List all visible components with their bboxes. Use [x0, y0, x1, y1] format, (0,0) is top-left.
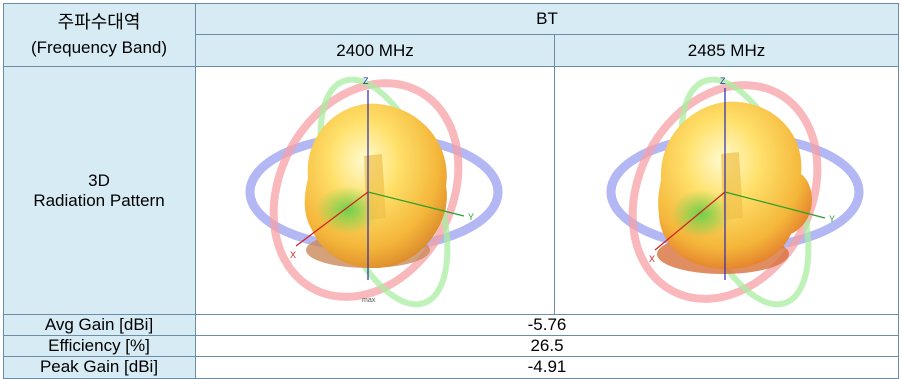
- metric-value-peak-gain: -4.91: [196, 357, 899, 379]
- metric-label-peak-gain: Peak Gain [dBi]: [3, 357, 196, 379]
- freq-header-2485: 2485 MHz: [555, 35, 899, 67]
- band-label-en: (Frequency Band): [30, 37, 168, 57]
- pattern-label-cell: 3D Radiation Pattern: [3, 67, 196, 315]
- group-header-cell: BT: [196, 3, 899, 35]
- freq-label-2485: 2485 MHz: [687, 40, 766, 60]
- pattern-cell-2400: Z Y X max: [196, 67, 555, 315]
- band-label-ko: 주파수대역: [57, 11, 141, 32]
- axis-z-label-2485: Z: [720, 76, 726, 86]
- metric-label-efficiency: Efficiency [%]: [3, 336, 196, 357]
- axis-x-label-2485: X: [649, 254, 655, 264]
- axis-y-label-2485: Y: [829, 214, 835, 224]
- metric-label-text: Avg Gain [dBi]: [44, 315, 154, 334]
- max-tag: max: [362, 297, 376, 304]
- freq-label-2400: 2400 MHz: [336, 40, 414, 60]
- group-label: BT: [536, 8, 558, 28]
- metric-value-text: -5.76: [527, 315, 567, 334]
- pattern-cell-2485: Z Y X: [555, 67, 899, 315]
- freq-header-2400: 2400 MHz: [196, 35, 555, 67]
- pattern-label-line2: Radiation Pattern: [33, 190, 165, 210]
- antenna-spec-table: 주파수대역 (Frequency Band) BT 2400 MHz 2485 …: [3, 3, 899, 379]
- metric-label-avg-gain: Avg Gain [dBi]: [3, 315, 196, 336]
- axis-z-label: Z: [363, 76, 369, 86]
- pattern-label-line1: 3D: [88, 170, 110, 190]
- metric-label-text: Efficiency [%]: [48, 336, 150, 355]
- band-label-cell: 주파수대역 (Frequency Band): [3, 3, 196, 67]
- metric-label-text: Peak Gain [dBi]: [39, 357, 159, 376]
- radiation-pattern-2485-image: Z Y X: [606, 76, 864, 307]
- metric-value-text: -4.91: [527, 357, 567, 376]
- radiation-pattern-2400-image: Z Y X max: [245, 76, 503, 307]
- ring-red: [269, 78, 463, 301]
- metric-value-avg-gain: -5.76: [196, 315, 899, 336]
- axis-y-label: Y: [468, 212, 474, 222]
- metric-value-efficiency: 26.5: [196, 336, 899, 357]
- axis-x-label: X: [290, 250, 296, 260]
- metric-value-text: 26.5: [530, 336, 564, 355]
